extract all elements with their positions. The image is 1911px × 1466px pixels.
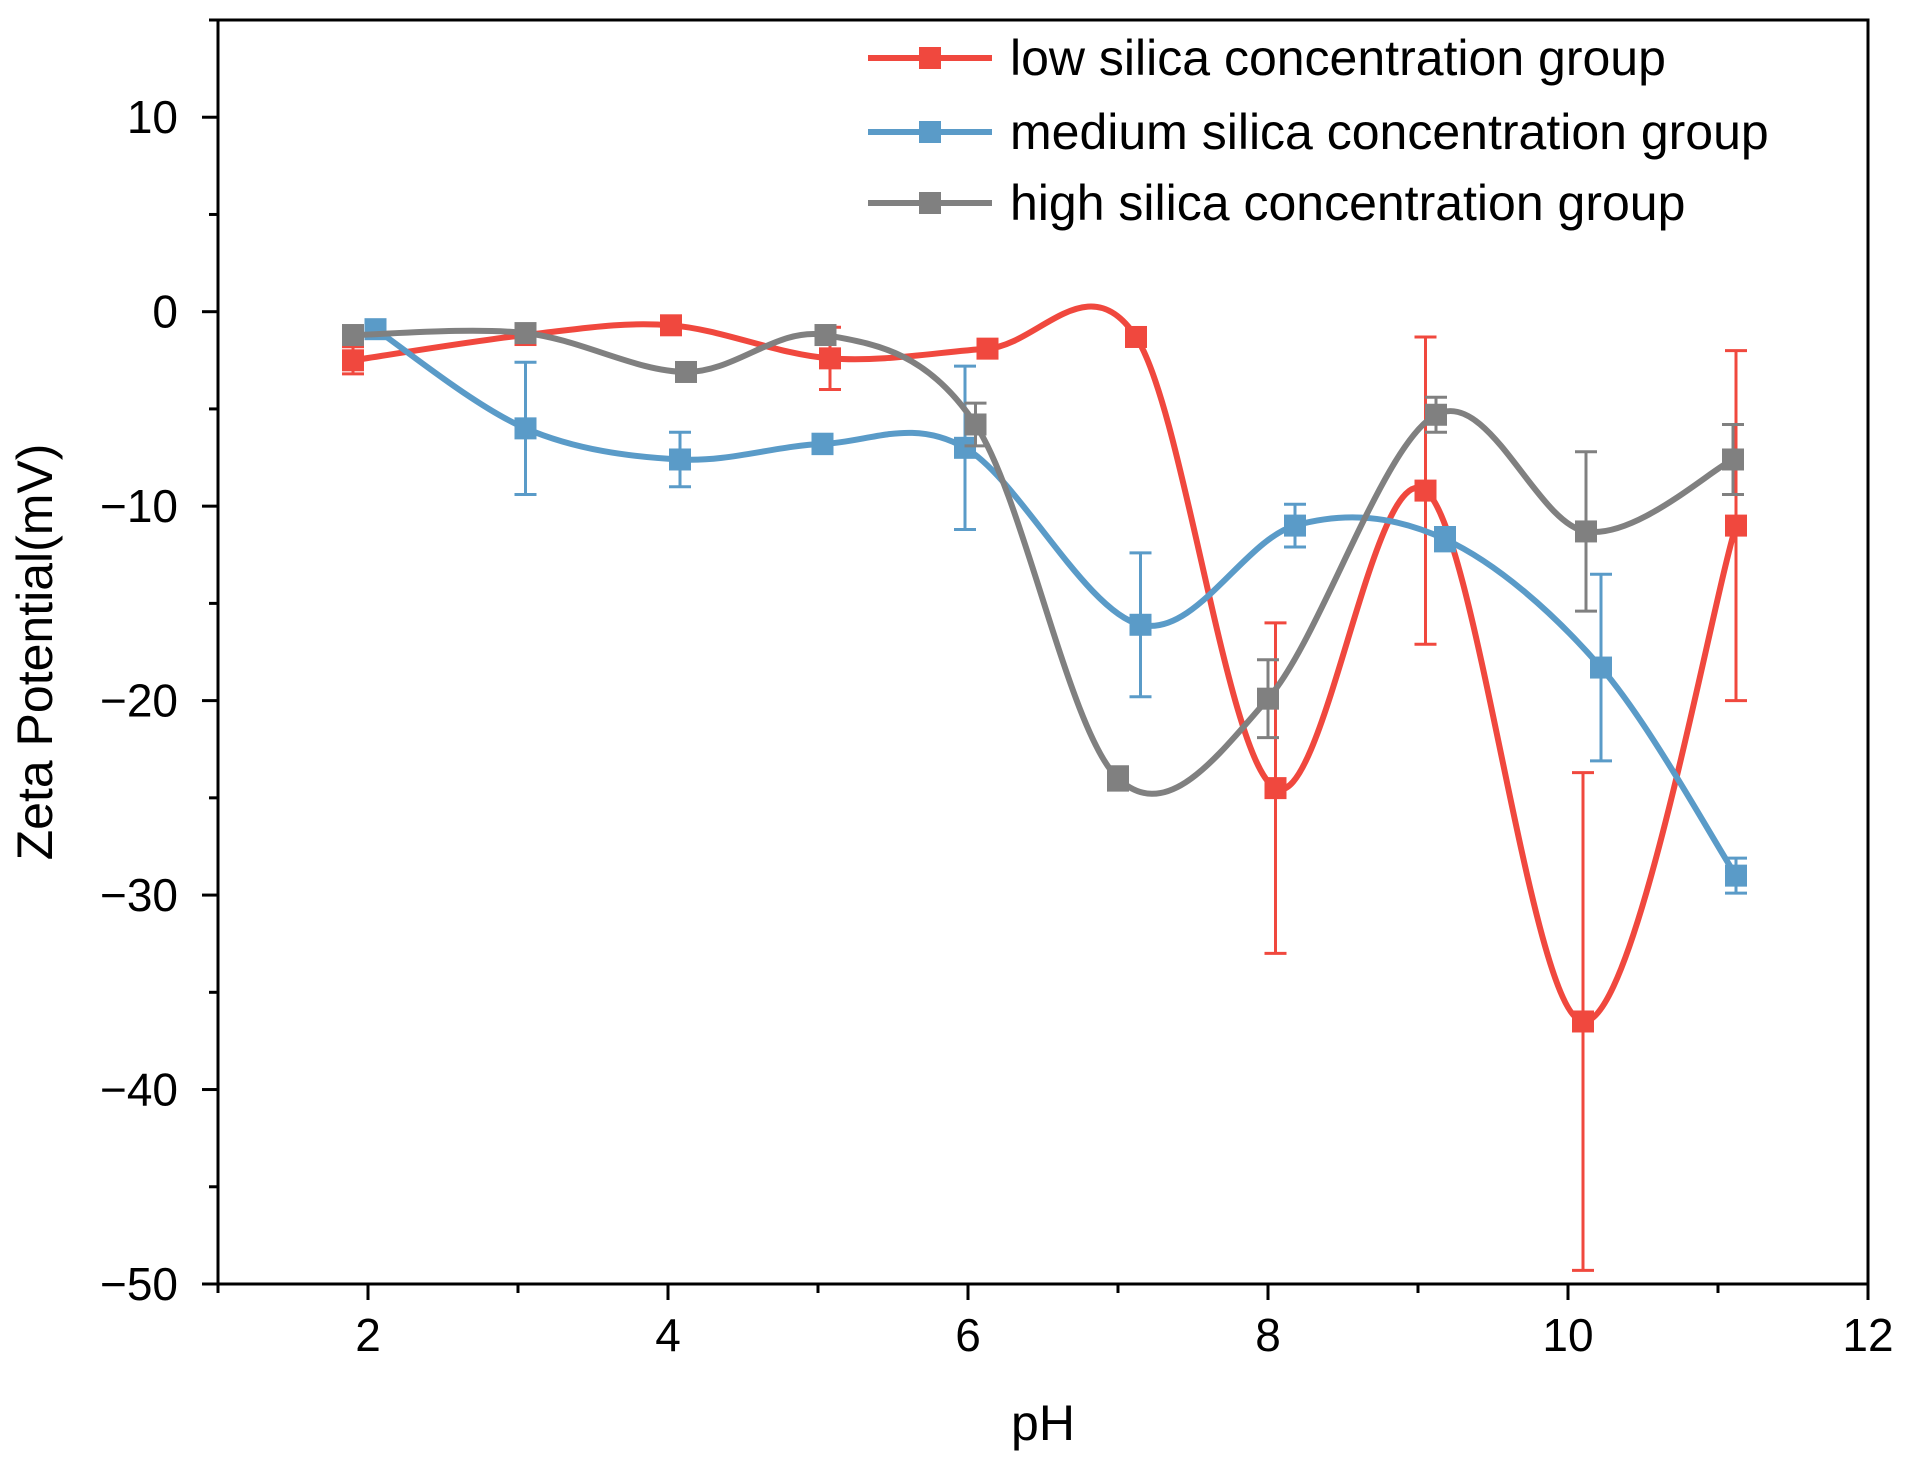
data-point bbox=[342, 324, 364, 347]
series-2 bbox=[364, 318, 1747, 895]
axis-ticks: 2 4 6 8 10 12 10 0 −10 −20 −30 −40 −50 bbox=[100, 18, 1894, 1361]
data-point bbox=[1722, 448, 1744, 471]
data-point bbox=[1129, 613, 1152, 636]
data-point bbox=[1590, 656, 1612, 679]
legend: low silica concentration group medium sil… bbox=[868, 30, 1769, 231]
data-point bbox=[811, 432, 834, 455]
x-tick-label: 8 bbox=[1255, 1309, 1281, 1361]
x-axis-title: pH bbox=[1011, 1395, 1075, 1451]
data-point bbox=[669, 448, 691, 471]
plot-frame bbox=[216, 18, 1870, 1286]
y-tick-label: −10 bbox=[100, 480, 178, 532]
y-tick-label: −20 bbox=[100, 675, 178, 727]
data-point bbox=[514, 322, 537, 345]
legend-swatch-marker bbox=[919, 192, 941, 214]
series-1 bbox=[342, 303, 1747, 1272]
data-point bbox=[675, 360, 697, 383]
x-tick-label: 6 bbox=[955, 1309, 981, 1361]
x-tick-label: 4 bbox=[655, 1309, 681, 1361]
data-point bbox=[1575, 520, 1597, 543]
data-point bbox=[1125, 325, 1147, 348]
data-point bbox=[1107, 767, 1129, 790]
series-3 bbox=[342, 322, 1744, 797]
y-tick-label: 10 bbox=[127, 91, 178, 143]
data-point bbox=[1725, 864, 1747, 887]
data-point bbox=[1725, 514, 1747, 537]
data-point bbox=[964, 413, 987, 436]
x-tick-label: 10 bbox=[1542, 1309, 1593, 1361]
y-tick-label: −50 bbox=[100, 1258, 178, 1310]
legend-item-1: low silica concentration group bbox=[868, 30, 1666, 86]
data-point bbox=[819, 347, 841, 370]
series-line bbox=[373, 326, 1739, 878]
plot-series bbox=[342, 303, 1747, 1272]
y-tick-label: 0 bbox=[152, 286, 178, 338]
legend-swatch-marker bbox=[919, 121, 941, 143]
data-point bbox=[1425, 403, 1447, 426]
series-line bbox=[352, 327, 1735, 797]
x-tick-label: 12 bbox=[1842, 1309, 1893, 1361]
data-point bbox=[1284, 514, 1306, 537]
legend-label: medium silica concentration group bbox=[1010, 104, 1769, 160]
legend-label: high silica concentration group bbox=[1010, 175, 1685, 231]
data-point bbox=[514, 417, 537, 440]
data-point bbox=[1414, 479, 1437, 502]
legend-swatch-marker bbox=[919, 47, 941, 69]
y-tick-label: −40 bbox=[100, 1064, 178, 1116]
data-point bbox=[342, 349, 364, 372]
data-point bbox=[1257, 687, 1279, 710]
data-point bbox=[1572, 1010, 1594, 1033]
y-tick-label: −30 bbox=[100, 869, 178, 921]
data-point bbox=[1434, 528, 1456, 551]
data-point bbox=[814, 324, 837, 347]
data-point bbox=[660, 314, 682, 337]
y-axis-title: Zeta Potential(mV) bbox=[7, 444, 63, 861]
data-point bbox=[976, 337, 999, 360]
data-point bbox=[1264, 777, 1287, 800]
legend-item-3: high silica concentration group bbox=[868, 175, 1685, 231]
legend-label: low silica concentration group bbox=[1010, 30, 1666, 86]
x-tick-label: 2 bbox=[355, 1309, 381, 1361]
data-point bbox=[954, 436, 976, 459]
legend-item-2: medium silica concentration group bbox=[868, 104, 1769, 160]
